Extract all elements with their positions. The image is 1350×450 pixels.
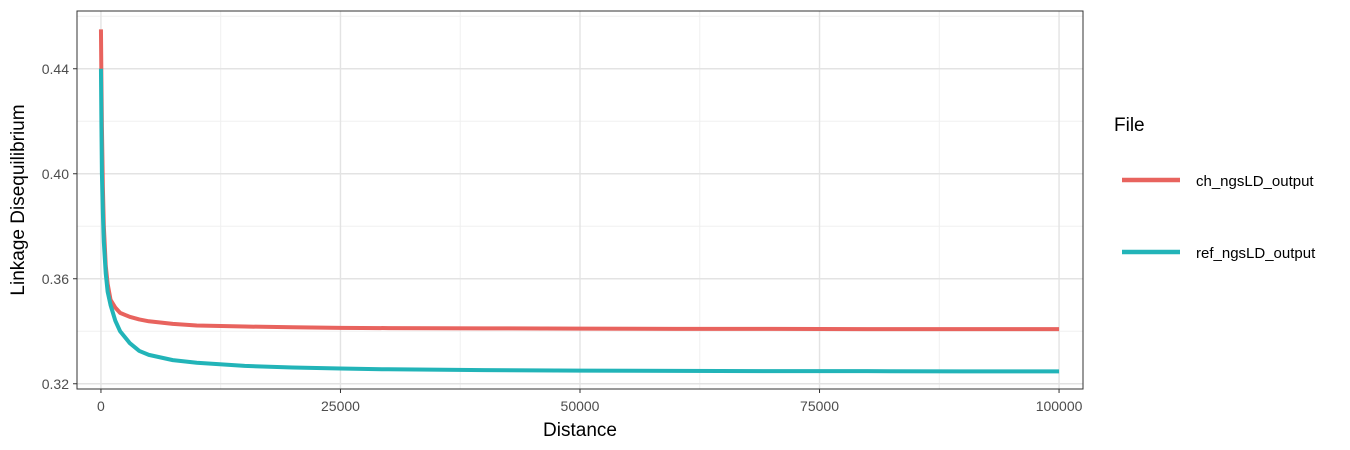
series-line-ref_ngsLD_output — [98, 68, 1060, 374]
series-layer — [98, 29, 1060, 374]
y-axis-ticks: 0.32 0.36 0.40 0.44 — [42, 61, 77, 392]
y-axis-title: Linkage Disequilibrium — [8, 104, 29, 295]
legend: File ch_ngsLD_output ref_ngsLD_output — [1114, 115, 1316, 262]
legend-label-ch_ngsLD_output: ch_ngsLD_output — [1196, 173, 1314, 190]
major-gridlines — [77, 11, 1083, 389]
y-tick-label: 0.44 — [42, 61, 69, 77]
y-tick-label: 0.40 — [42, 166, 69, 182]
x-axis-title: Distance — [543, 420, 617, 441]
x-tick-label: 25000 — [321, 398, 360, 414]
x-tick-label: 100000 — [1036, 398, 1083, 414]
x-tick-label: 50000 — [561, 398, 600, 414]
x-tick-label: 0 — [97, 398, 105, 414]
x-axis-ticks: 0 25000 50000 75000 100000 — [97, 389, 1083, 414]
x-tick-label: 75000 — [800, 398, 839, 414]
y-tick-label: 0.36 — [42, 271, 69, 287]
legend-label-ref_ngsLD_output: ref_ngsLD_output — [1196, 245, 1316, 262]
legend-title: File — [1114, 115, 1145, 136]
y-tick-label: 0.32 — [42, 376, 69, 392]
